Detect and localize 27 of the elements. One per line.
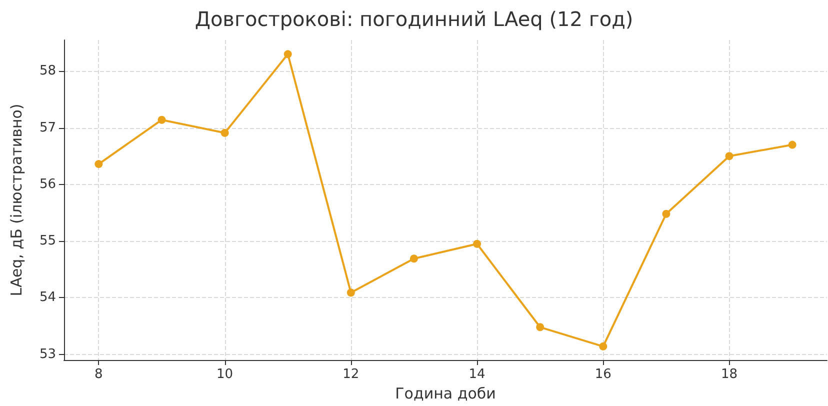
x-tick-label: 16 [594, 367, 612, 382]
point [788, 140, 796, 149]
x-axis-title: Година доби [395, 384, 496, 402]
point [662, 210, 670, 218]
point [158, 116, 166, 124]
point [725, 152, 734, 160]
y-tick-label: 53 [39, 346, 56, 362]
y-axis-title: LAeq, дБ (ілюстративно) [8, 104, 26, 296]
point [473, 240, 482, 248]
y-tick-label: 54 [39, 290, 56, 306]
point [536, 323, 544, 332]
x-tick-label: 18 [720, 367, 738, 382]
x-tick-label: 12 [342, 367, 360, 382]
point [94, 160, 103, 168]
x-tick-label: 10 [216, 367, 234, 382]
y-tick-label: 58 [39, 64, 56, 79]
point [220, 128, 229, 137]
chart-title: Довгострокові: погодинний LAeq (12 год) [194, 7, 634, 31]
point [410, 254, 418, 263]
y-tick-label: 55 [39, 234, 56, 249]
y-tick-label: 57 [39, 120, 56, 136]
point [599, 342, 608, 350]
x-tick-label: 14 [468, 367, 486, 382]
point [346, 288, 355, 297]
point [284, 50, 292, 58]
x-tick-label: 8 [94, 367, 103, 382]
y-tick-label: 56 [39, 176, 56, 192]
